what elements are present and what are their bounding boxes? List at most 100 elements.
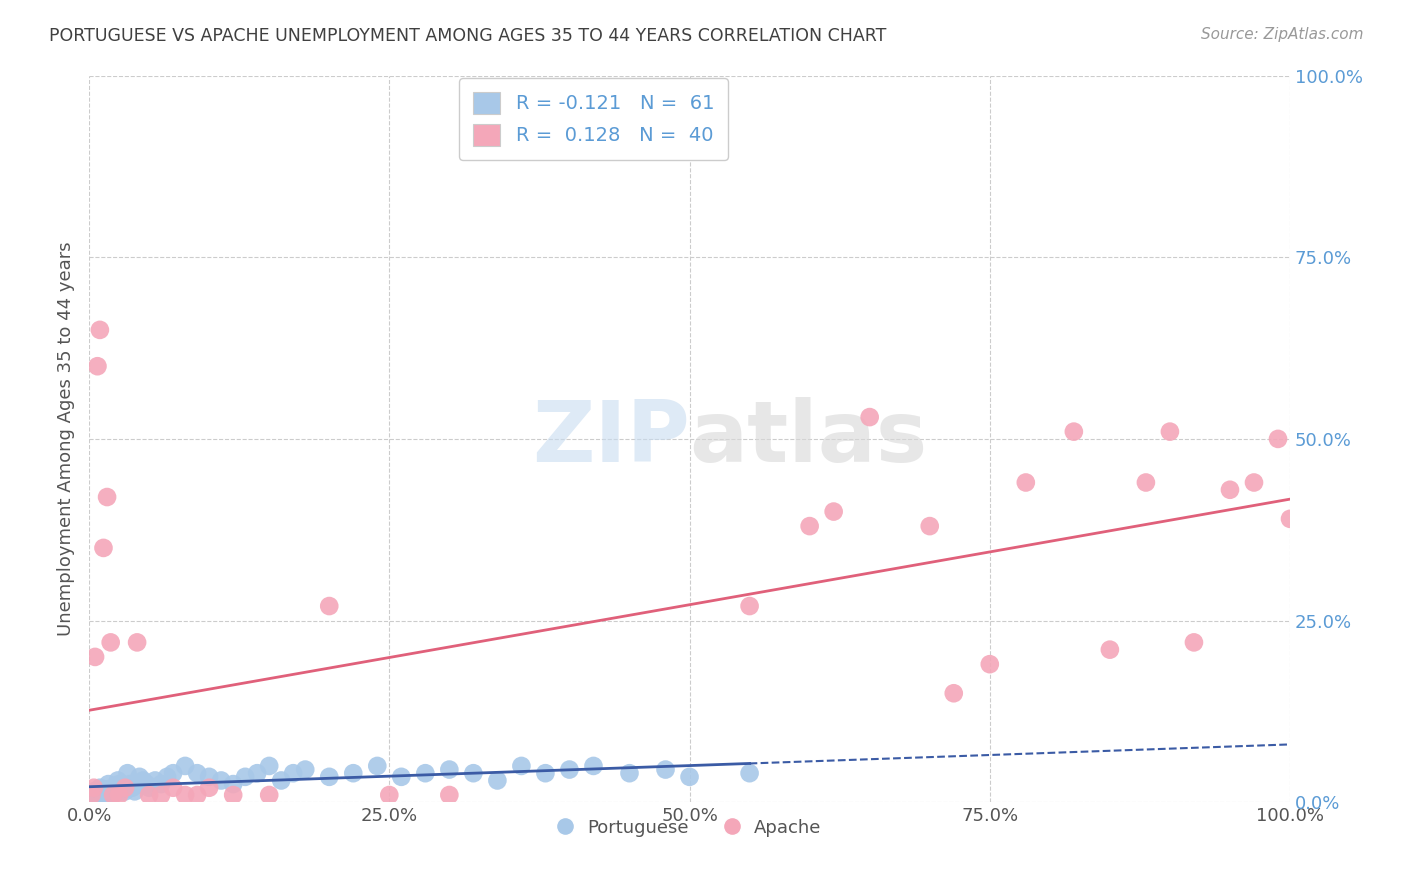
Point — [1159, 425, 1181, 439]
Point — [619, 766, 641, 780]
Point — [283, 766, 305, 780]
Point — [534, 766, 557, 780]
Point — [111, 780, 134, 795]
Point — [1182, 635, 1205, 649]
Point — [342, 766, 364, 780]
Point — [222, 777, 245, 791]
Point — [738, 766, 761, 780]
Point — [138, 780, 160, 795]
Point — [150, 788, 173, 802]
Point — [799, 519, 821, 533]
Y-axis label: Unemployment Among Ages 35 to 44 years: Unemployment Among Ages 35 to 44 years — [58, 242, 75, 636]
Point — [463, 766, 485, 780]
Point — [318, 599, 340, 613]
Text: ZIP: ZIP — [531, 398, 689, 481]
Point — [93, 789, 115, 804]
Text: atlas: atlas — [689, 398, 928, 481]
Point — [96, 490, 118, 504]
Point — [366, 759, 388, 773]
Point — [89, 780, 111, 795]
Point — [101, 788, 124, 802]
Point — [89, 323, 111, 337]
Point — [1279, 512, 1302, 526]
Point — [738, 599, 761, 613]
Point — [1063, 425, 1085, 439]
Point — [186, 788, 208, 802]
Point — [510, 759, 533, 773]
Point — [1219, 483, 1241, 497]
Point — [486, 773, 509, 788]
Point — [80, 788, 103, 802]
Point — [80, 788, 103, 802]
Point — [86, 359, 108, 374]
Point — [979, 657, 1001, 672]
Point — [84, 788, 107, 802]
Point — [84, 789, 107, 804]
Point — [93, 541, 115, 555]
Point — [127, 635, 149, 649]
Point — [415, 766, 437, 780]
Point — [100, 635, 122, 649]
Point — [132, 773, 155, 788]
Point — [100, 784, 122, 798]
Point — [121, 780, 143, 795]
Point — [1015, 475, 1038, 490]
Point — [294, 763, 316, 777]
Point — [582, 759, 605, 773]
Point — [558, 763, 581, 777]
Point — [654, 763, 676, 777]
Text: PORTUGUESE VS APACHE UNEMPLOYMENT AMONG AGES 35 TO 44 YEARS CORRELATION CHART: PORTUGUESE VS APACHE UNEMPLOYMENT AMONG … — [49, 27, 887, 45]
Point — [389, 770, 412, 784]
Legend: Portuguese, Apache: Portuguese, Apache — [551, 812, 828, 844]
Point — [186, 766, 208, 780]
Point — [117, 766, 139, 780]
Point — [257, 788, 280, 802]
Point — [222, 788, 245, 802]
Point — [87, 787, 110, 801]
Point — [439, 763, 461, 777]
Point — [96, 787, 118, 801]
Point — [1098, 642, 1121, 657]
Point — [318, 770, 340, 784]
Point — [257, 759, 280, 773]
Point — [114, 780, 136, 795]
Point — [114, 784, 136, 798]
Point — [233, 770, 256, 784]
Point — [678, 770, 700, 784]
Point — [108, 788, 131, 802]
Point — [859, 410, 882, 425]
Point — [128, 770, 150, 784]
Point — [942, 686, 965, 700]
Point — [198, 780, 221, 795]
Point — [97, 777, 120, 791]
Point — [101, 780, 124, 795]
Point — [1267, 432, 1289, 446]
Point — [101, 788, 124, 802]
Text: Source: ZipAtlas.com: Source: ZipAtlas.com — [1201, 27, 1364, 42]
Point — [1135, 475, 1157, 490]
Point — [135, 777, 157, 791]
Point — [162, 780, 184, 795]
Point — [118, 777, 141, 791]
Point — [209, 773, 232, 788]
Point — [127, 777, 149, 791]
Point — [270, 773, 292, 788]
Point — [198, 770, 221, 784]
Point — [107, 773, 129, 788]
Point — [246, 766, 269, 780]
Point — [90, 784, 112, 798]
Point — [162, 766, 184, 780]
Point — [83, 780, 105, 795]
Point — [143, 773, 166, 788]
Point — [84, 649, 107, 664]
Point — [91, 788, 114, 802]
Point — [174, 759, 197, 773]
Point — [83, 784, 105, 798]
Point — [378, 788, 401, 802]
Point — [150, 777, 173, 791]
Point — [174, 788, 197, 802]
Point — [1243, 475, 1265, 490]
Point — [918, 519, 941, 533]
Point — [439, 788, 461, 802]
Point — [110, 784, 132, 798]
